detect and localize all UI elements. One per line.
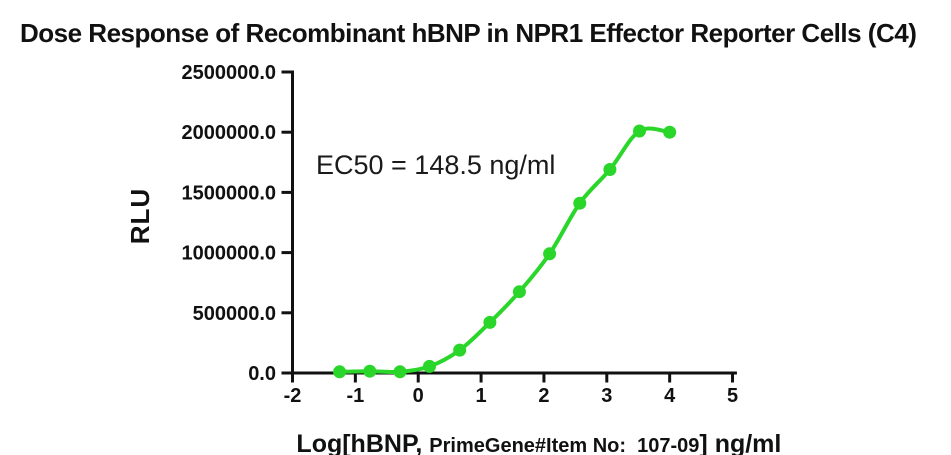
x-tick-label: 4 [664,385,676,407]
y-tick-label: 500000.0 [193,303,276,325]
data-point [423,359,436,373]
data-point [573,196,587,210]
x-tick-label: -1 [346,385,364,407]
x-tick-label: 1 [476,385,487,407]
y-tick-label: 1500000.0 [181,182,276,204]
data-point [633,124,646,138]
x-tick-label: 2 [538,385,549,407]
x-tick-label: 5 [727,385,738,407]
data-point [543,247,557,261]
x-axis-label-catalog: PrimeGene#Item No: 107-09 [429,435,700,455]
y-tick-label: 0.0 [248,363,276,385]
x-tick-label: 0 [413,385,424,407]
ec50-annotation: EC50 = 148.5 ng/ml [316,150,556,180]
x-axis-label: Log[hBNP, PrimeGene#Item No: 107-09] ng/… [150,412,910,455]
data-point [393,365,407,379]
data-point [483,315,497,329]
data-point [363,364,377,378]
data-point [663,125,677,139]
data-point [453,343,467,357]
y-tick-label: 1000000.0 [181,243,276,265]
data-point [333,365,347,379]
x-axis-label-main: Log[hBNP, [296,430,430,455]
chart-title: Dose Response of Recombinant hBNP in NPR… [20,18,917,48]
fit-curve [337,126,672,375]
data-point [512,285,526,299]
x-tick-label: -2 [284,385,302,407]
data-point [603,163,617,176]
y-tick-label: 2500000.0 [181,62,276,84]
x-tick-label: 3 [601,385,612,407]
x-axis-label-unit: ] ng/ml [699,430,782,455]
y-tick-label: 2000000.0 [181,122,276,144]
